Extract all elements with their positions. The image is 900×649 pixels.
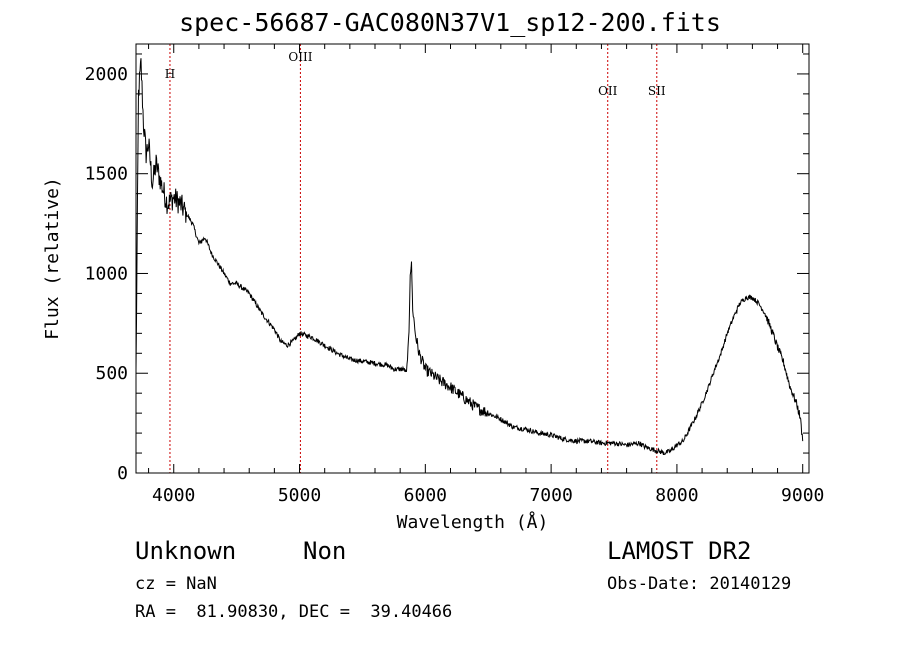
redshift-cz: cz = NaN	[135, 574, 217, 594]
x-tick-label: 4000	[152, 485, 195, 506]
y-tick-label: 1000	[85, 263, 128, 284]
y-axis-label: Flux (relative)	[42, 177, 63, 340]
spectrum-series	[135, 58, 804, 456]
emission-line-markers: H OIII OII SII	[165, 44, 666, 473]
y-tick-label: 500	[95, 363, 128, 384]
y-tick-label: 1500	[85, 164, 128, 185]
observation-date: Obs-Date: 20140129	[607, 574, 792, 594]
plot-frame	[135, 43, 810, 474]
survey-name: LAMOST DR2	[607, 537, 752, 565]
x-tick-label: 5000	[278, 485, 321, 506]
spectrum-line	[135, 58, 804, 456]
x-tick-label: 6000	[404, 485, 447, 506]
object-subclass: Non	[303, 537, 347, 565]
line-marker-label-oiii: OIII	[288, 50, 312, 64]
x-tick-label: 9000	[781, 485, 824, 506]
ra-dec-coordinates: RA = 81.90830, DEC = 39.40466	[135, 602, 453, 622]
x-tick-label: 7000	[529, 485, 572, 506]
y-tick-label: 2000	[85, 64, 128, 85]
y-tick-label: 0	[117, 463, 128, 484]
x-tick-label: 8000	[655, 485, 698, 506]
line-marker-label-h: H	[165, 67, 175, 81]
chart-title: spec-56687-GAC080N37V1_sp12-200.fits	[179, 8, 721, 37]
x-axis-ticks: 4000 5000 6000 7000 8000 9000	[148, 44, 824, 506]
line-marker-label-oii: OII	[598, 84, 618, 98]
object-class: Unknown	[135, 537, 237, 565]
x-axis-label: Wavelength (Å)	[397, 511, 549, 533]
y-axis-ticks: 0 500 1000 1500 2000	[85, 53, 809, 484]
line-marker-label-sii: SII	[648, 84, 666, 98]
